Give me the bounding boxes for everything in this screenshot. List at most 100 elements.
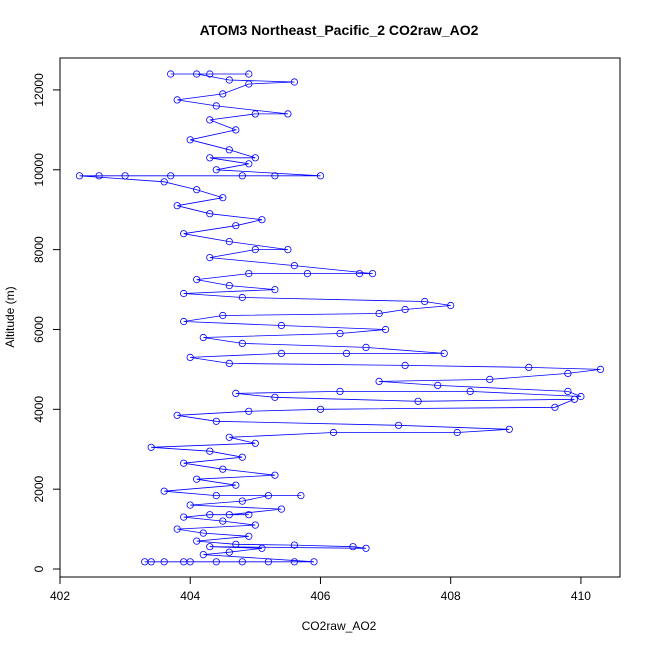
x-axis-label: CO2raw_AO2: [302, 619, 377, 633]
data-point: [173, 96, 181, 104]
x-axis: 402 404 406 408 410: [50, 576, 591, 603]
data-point: [342, 349, 351, 357]
y-tick-label: 6000: [32, 316, 46, 343]
data-point: [225, 76, 233, 84]
data-point: [251, 246, 259, 254]
data-point: [199, 529, 207, 537]
data-point: [206, 210, 214, 218]
chart-title: ATOM3 Northeast_Pacific_2 CO2raw_AO2: [200, 22, 479, 38]
data-point: [206, 254, 214, 262]
data-point: [486, 375, 494, 383]
data-point: [564, 369, 572, 377]
data-point: [219, 517, 227, 525]
data-point: [225, 433, 233, 441]
data-point: [505, 425, 513, 433]
y-tick-label: 12000: [32, 73, 46, 107]
data-point: [238, 558, 246, 566]
data-point: [251, 110, 259, 118]
data-point: [290, 541, 298, 549]
data-point: [375, 309, 383, 318]
data-point: [180, 317, 188, 326]
data-point: [453, 428, 461, 437]
data-point: [271, 285, 279, 294]
data-point: [219, 194, 227, 202]
data-point: [160, 178, 168, 186]
data-point: [401, 305, 409, 314]
data-point: [310, 558, 318, 566]
data-point: [219, 311, 227, 320]
data-point: [121, 172, 129, 180]
x-tick-label: 404: [180, 589, 200, 603]
data-point: [349, 543, 357, 551]
data-point: [219, 465, 227, 473]
data-point: [199, 333, 207, 342]
data-point: [238, 453, 246, 461]
data-point: [421, 297, 429, 306]
data-point: [245, 532, 253, 540]
data-point: [570, 395, 579, 403]
data-point: [245, 511, 253, 519]
data-point: [225, 511, 233, 519]
data-point: [564, 387, 572, 395]
data-point: [368, 269, 377, 278]
data-point: [316, 172, 325, 180]
x-tick-label: 408: [441, 589, 461, 603]
data-point: [186, 353, 194, 361]
data-point: [173, 411, 181, 419]
data-point: [251, 521, 259, 529]
data-point: [238, 293, 246, 302]
data-point: [303, 269, 311, 278]
data-point: [245, 269, 253, 278]
y-tick-label: 4000: [32, 396, 46, 423]
data-point: [212, 558, 220, 566]
data-point: [95, 172, 103, 180]
x-tick-label: 410: [571, 589, 591, 603]
data-point: [264, 491, 272, 500]
data-point: [160, 487, 168, 495]
data-point: [225, 238, 233, 246]
data-point: [225, 548, 233, 556]
data-point: [401, 361, 409, 369]
data-point: [232, 481, 240, 489]
data-point: [167, 70, 175, 78]
series-line: [79, 73, 601, 563]
data-point: [147, 443, 155, 451]
data-point: [193, 70, 201, 78]
data-point: [160, 558, 168, 566]
data-point: [258, 216, 266, 224]
y-tick-label: 10000: [32, 153, 46, 187]
data-point: [206, 116, 214, 124]
data-point: [245, 407, 253, 415]
data-point: [193, 475, 201, 483]
data-point: [290, 558, 298, 566]
data-point: [186, 501, 194, 509]
data-point: [271, 172, 279, 180]
data-point: [284, 110, 292, 118]
y-tick-label: 2000: [32, 475, 46, 502]
data-point: [206, 447, 214, 455]
data-point: [199, 550, 207, 559]
data-point: [232, 389, 240, 397]
data-point: [577, 392, 585, 401]
data-point: [596, 365, 605, 373]
data-point: [238, 497, 246, 505]
data-point: [212, 417, 220, 425]
y-axis: 0 2000 4000 6000 8000 10000 12000: [32, 73, 61, 572]
data-point: [277, 349, 285, 357]
data-point: [75, 172, 84, 180]
x-tick-label: 402: [50, 589, 70, 603]
plot-area: [75, 70, 605, 566]
data-point: [245, 160, 253, 168]
data-point: [277, 321, 285, 330]
data-point: [180, 513, 188, 521]
y-tick-label: 8000: [32, 236, 46, 263]
data-point: [238, 339, 246, 347]
data-point: [336, 387, 344, 395]
data-point: [290, 78, 298, 86]
data-point: [206, 511, 214, 519]
data-point: [141, 558, 149, 566]
data-point: [316, 405, 325, 413]
data-point: [193, 537, 201, 545]
data-point: [329, 428, 338, 437]
